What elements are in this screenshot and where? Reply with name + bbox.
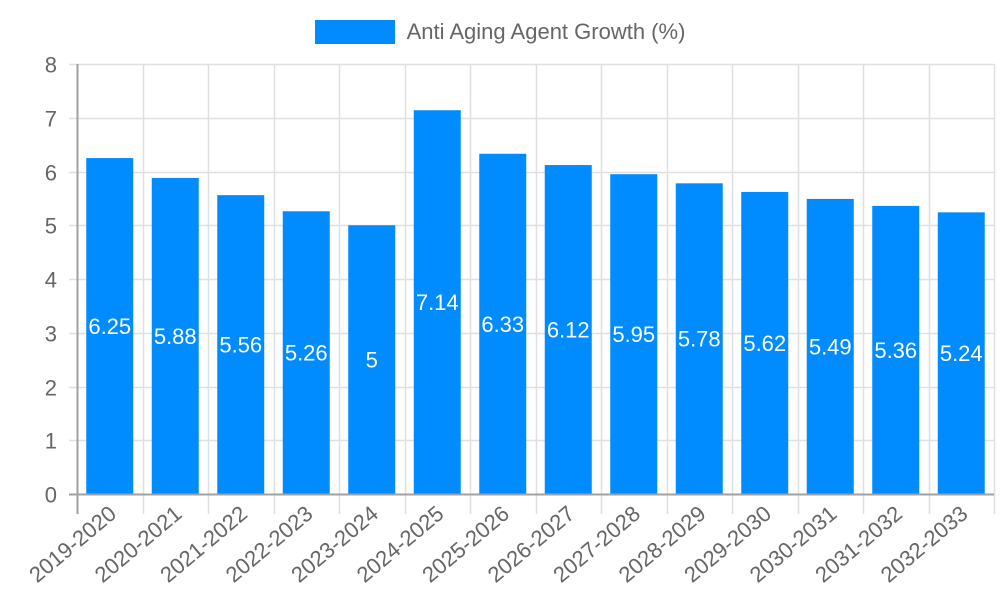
bar[interactable] bbox=[937, 212, 985, 494]
axes bbox=[69, 64, 994, 514]
y-tick-label: 7 bbox=[45, 107, 57, 132]
bar[interactable] bbox=[413, 110, 461, 494]
bar[interactable] bbox=[872, 205, 920, 494]
bar-value-label: 6.12 bbox=[547, 318, 590, 343]
y-axis-ticks: 0 1 2 3 4 5 6 7 8 bbox=[45, 53, 57, 508]
y-tick-label: 4 bbox=[45, 268, 57, 293]
bar[interactable] bbox=[610, 174, 658, 494]
data-labels: 6.25 5.88 5.56 5.26 5 7.14 6.33 6.12 5.95 5.78 5.6… bbox=[88, 290, 982, 373]
bar-value-label: 7.14 bbox=[416, 290, 459, 315]
bar-value-label: 5.78 bbox=[678, 327, 721, 352]
bar-value-label: 5.95 bbox=[612, 322, 655, 347]
y-tick-label: 2 bbox=[45, 376, 57, 401]
bar[interactable] bbox=[479, 153, 527, 494]
bar[interactable] bbox=[348, 225, 396, 494]
x-axis-ticks: 2019-20202020-20212021-20222022-20232023… bbox=[24, 501, 972, 588]
bar-value-label: 5 bbox=[366, 348, 378, 373]
bar-value-label: 6.33 bbox=[481, 312, 524, 337]
bars bbox=[86, 110, 985, 495]
bar[interactable] bbox=[544, 165, 592, 495]
y-tick-label: 1 bbox=[45, 429, 57, 454]
bar[interactable] bbox=[86, 158, 134, 494]
bar[interactable] bbox=[282, 211, 330, 494]
y-tick-label: 8 bbox=[45, 53, 57, 78]
chart-legend: Anti Aging Agent Growth (%) bbox=[0, 18, 1000, 46]
bar-value-label: 5.26 bbox=[285, 341, 328, 366]
bar-value-label: 5.88 bbox=[154, 324, 197, 349]
bar[interactable] bbox=[741, 191, 789, 495]
bar[interactable] bbox=[806, 198, 854, 494]
bar-value-label: 5.36 bbox=[874, 338, 917, 363]
bar-value-label: 5.24 bbox=[940, 341, 983, 366]
bar[interactable] bbox=[675, 183, 723, 494]
bar-value-label: 5.62 bbox=[743, 331, 786, 356]
bar[interactable] bbox=[217, 195, 265, 494]
bar-value-label: 5.49 bbox=[809, 334, 852, 359]
legend-swatch[interactable] bbox=[314, 20, 395, 44]
bar-value-label: 6.25 bbox=[88, 314, 131, 339]
bar-value-label: 5.56 bbox=[219, 333, 262, 358]
y-tick-label: 3 bbox=[45, 322, 57, 347]
legend-label: Anti Aging Agent Growth (%) bbox=[406, 19, 686, 44]
gridlines bbox=[69, 63, 996, 514]
y-tick-label: 0 bbox=[45, 483, 57, 508]
y-tick-label: 5 bbox=[45, 214, 57, 239]
y-tick-label: 6 bbox=[45, 161, 57, 186]
bar[interactable] bbox=[151, 177, 199, 494]
